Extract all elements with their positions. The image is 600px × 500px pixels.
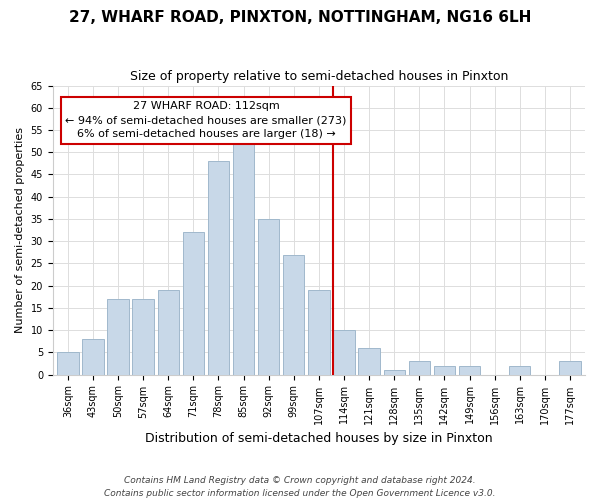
Bar [208,161,229,374]
Bar [559,361,581,374]
Bar [158,290,179,374]
Bar [107,299,129,374]
Text: Contains HM Land Registry data © Crown copyright and database right 2024.
Contai: Contains HM Land Registry data © Crown c… [104,476,496,498]
Bar [258,219,280,374]
Bar [57,352,79,374]
Bar [283,254,304,374]
Bar [509,366,530,374]
Text: 27 WHARF ROAD: 112sqm
← 94% of semi-detached houses are smaller (273)
6% of semi: 27 WHARF ROAD: 112sqm ← 94% of semi-deta… [65,101,347,139]
Bar [82,339,104,374]
Bar [233,134,254,374]
X-axis label: Distribution of semi-detached houses by size in Pinxton: Distribution of semi-detached houses by … [145,432,493,445]
Bar [358,348,380,374]
Bar [334,330,355,374]
Bar [308,290,329,374]
Text: 27, WHARF ROAD, PINXTON, NOTTINGHAM, NG16 6LH: 27, WHARF ROAD, PINXTON, NOTTINGHAM, NG1… [69,10,531,25]
Bar [182,232,204,374]
Title: Size of property relative to semi-detached houses in Pinxton: Size of property relative to semi-detach… [130,70,508,83]
Bar [434,366,455,374]
Bar [459,366,480,374]
Bar [409,361,430,374]
Bar [133,299,154,374]
Bar [383,370,405,374]
Y-axis label: Number of semi-detached properties: Number of semi-detached properties [15,127,25,333]
